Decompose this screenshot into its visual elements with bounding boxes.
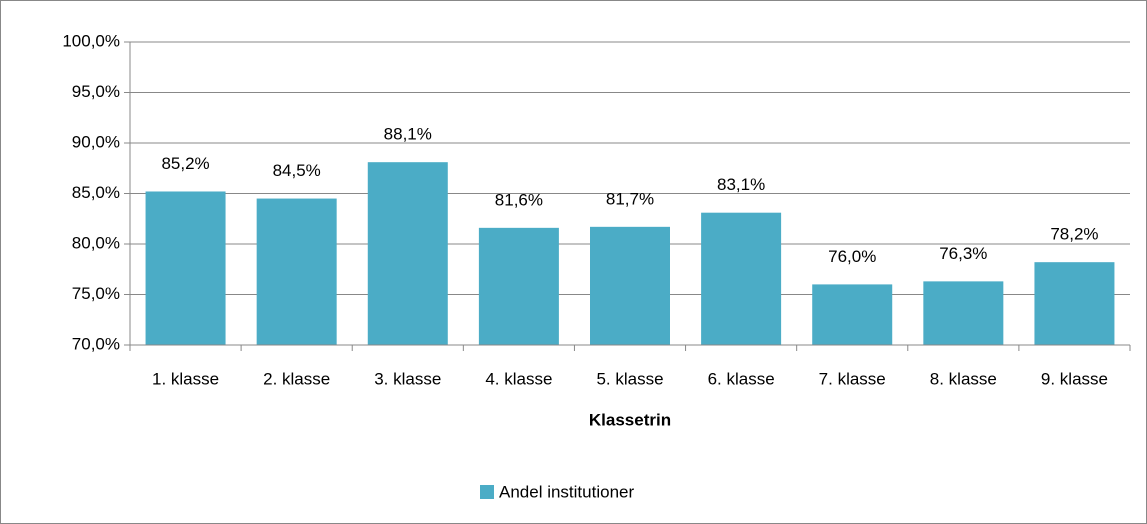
bar bbox=[812, 284, 893, 345]
bar bbox=[145, 191, 226, 345]
bar bbox=[590, 226, 670, 345]
x-axis-label: Klassetrin bbox=[589, 410, 671, 429]
y-tick-label: 85,0% bbox=[72, 183, 120, 202]
y-tick-label: 100,0% bbox=[62, 31, 120, 50]
data-label: 78,2% bbox=[1050, 225, 1098, 244]
x-tick-label: 8. klasse bbox=[930, 369, 997, 388]
bar bbox=[701, 212, 782, 345]
y-tick-label: 70,0% bbox=[72, 334, 120, 353]
data-label: 83,1% bbox=[717, 175, 765, 194]
x-tick-label: 7. klasse bbox=[819, 369, 886, 388]
x-tick-label: 3. klasse bbox=[374, 369, 441, 388]
data-label: 76,3% bbox=[939, 244, 987, 263]
data-label: 81,6% bbox=[495, 190, 543, 209]
data-label: 85,2% bbox=[161, 154, 209, 173]
data-label: 81,7% bbox=[606, 189, 654, 208]
x-tick-label: 6. klasse bbox=[708, 369, 775, 388]
x-tick-label: 2. klasse bbox=[263, 369, 330, 388]
bar bbox=[256, 198, 337, 345]
bar bbox=[367, 162, 448, 345]
y-tick-label: 90,0% bbox=[72, 132, 120, 151]
data-label: 84,5% bbox=[273, 161, 321, 180]
legend-label: Andel institutioner bbox=[499, 482, 634, 501]
bar bbox=[478, 227, 559, 345]
data-label: 88,1% bbox=[384, 125, 432, 144]
y-tick-label: 75,0% bbox=[72, 284, 120, 303]
x-tick-label: 5. klasse bbox=[596, 369, 663, 388]
bar bbox=[1034, 262, 1115, 345]
data-label: 76,0% bbox=[828, 247, 876, 266]
legend-swatch bbox=[480, 485, 494, 499]
x-tick-label: 9. klasse bbox=[1041, 369, 1108, 388]
y-tick-label: 80,0% bbox=[72, 233, 120, 252]
y-tick-label: 95,0% bbox=[72, 82, 120, 101]
x-tick-label: 4. klasse bbox=[485, 369, 552, 388]
bar bbox=[923, 281, 1004, 345]
x-tick-label: 1. klasse bbox=[152, 369, 219, 388]
